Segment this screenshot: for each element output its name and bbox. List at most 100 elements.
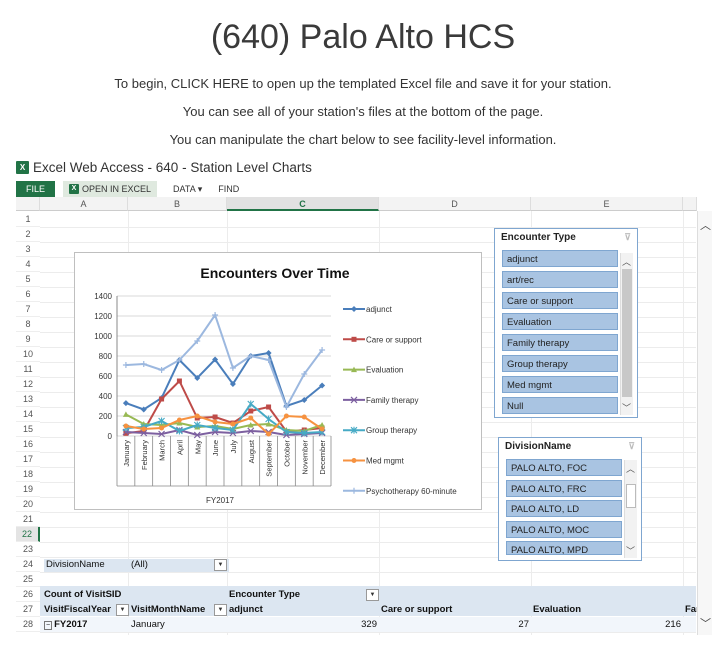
sheet-vertical-scrollbar[interactable]: ︿ ﹀ — [697, 211, 712, 635]
scroll-up-icon[interactable]: ︿ — [700, 220, 711, 232]
excel-icon: X — [16, 161, 29, 174]
row-header[interactable]: 6 — [16, 287, 40, 302]
division-slicer-scrollbar[interactable]: ︿ ﹀ — [624, 460, 637, 558]
intro-line-open-template[interactable]: To begin, CLICK HERE to open up the temp… — [114, 76, 612, 91]
column-header-b[interactable]: B — [128, 197, 227, 211]
pivot-col-family: Far — [685, 604, 697, 615]
row-header[interactable]: 19 — [16, 482, 40, 497]
scroll-down-icon[interactable]: ﹀ — [622, 403, 632, 413]
filter-dropdown-icon[interactable]: ▼ — [214, 559, 227, 571]
data-point — [194, 375, 201, 381]
scroll-up-icon[interactable]: ︿ — [622, 257, 632, 267]
row-header[interactable]: 17 — [16, 452, 40, 467]
slicer-item[interactable]: Null — [502, 397, 618, 414]
row-header[interactable]: 18 — [16, 467, 40, 482]
month-dropdown-icon[interactable]: ▼ — [214, 604, 227, 616]
row-header[interactable]: 25 — [16, 572, 40, 587]
row-header[interactable]: 16 — [16, 437, 40, 452]
row-header[interactable]: 1 — [16, 212, 40, 227]
scroll-down-icon[interactable]: ﹀ — [700, 618, 711, 630]
grid-line — [40, 227, 696, 228]
series-line-2[interactable] — [125, 413, 323, 433]
grid-line — [40, 527, 696, 528]
slicer-item[interactable]: Med mgmt — [502, 376, 618, 393]
scroll-thumb[interactable] — [626, 484, 636, 508]
row-header[interactable]: 13 — [16, 392, 40, 407]
row-header[interactable]: 15 — [16, 422, 40, 437]
row-header[interactable]: 12 — [16, 377, 40, 392]
fiscal-year-dropdown-icon[interactable]: ▼ — [116, 604, 129, 616]
clear-filter-icon[interactable]: ⊽ — [628, 441, 635, 451]
scroll-up-icon[interactable]: ︿ — [626, 464, 636, 474]
row-header[interactable]: 4 — [16, 257, 40, 272]
row-header[interactable]: 3 — [16, 242, 40, 257]
collapse-icon[interactable]: − — [44, 621, 53, 630]
x-tick-label: January — [122, 440, 131, 467]
legend-label: Family therapy — [366, 396, 418, 405]
row-header[interactable]: 20 — [16, 497, 40, 512]
open-in-excel-button[interactable]: X OPEN IN EXCEL — [63, 181, 158, 197]
row-header[interactable]: 7 — [16, 302, 40, 317]
y-tick-label: 400 — [99, 392, 113, 401]
slicer-item[interactable]: PALO ALTO, LD — [506, 500, 622, 517]
series-line-4[interactable] — [125, 402, 323, 435]
slicer-item[interactable]: Evaluation — [502, 313, 618, 330]
column-header-c[interactable]: C — [227, 197, 379, 211]
data-point — [140, 406, 147, 413]
find-button[interactable]: FIND — [218, 184, 240, 194]
clear-filter-icon[interactable]: ⊽ — [624, 232, 631, 242]
slicer-item[interactable]: PALO ALTO, MPD — [506, 541, 622, 555]
column-header-f[interactable] — [683, 197, 697, 211]
slicer-item[interactable]: PALO ALTO, MOC — [506, 520, 622, 538]
row-header[interactable]: 24 — [16, 557, 40, 572]
encounter-header-dropdown-icon[interactable]: ▼ — [366, 589, 379, 601]
row-header[interactable]: 9 — [16, 332, 40, 347]
slicer-item[interactable]: PALO ALTO, FRC — [506, 479, 622, 497]
slicer-item[interactable]: Family therapy — [502, 334, 618, 351]
row-header[interactable]: 5 — [16, 272, 40, 287]
slicer-item[interactable]: Group therapy — [502, 355, 618, 372]
grid-line — [40, 242, 696, 243]
file-menu-button[interactable]: FILE — [16, 181, 56, 197]
row-header[interactable]: 23 — [16, 542, 40, 557]
division-name-slicer[interactable]: DivisionName ⊽ PALO ALTO, FOC PALO ALTO, F… — [498, 437, 642, 561]
slicer-item[interactable]: adjunct — [502, 250, 618, 267]
row-header[interactable]: 10 — [16, 347, 40, 362]
grid-line — [40, 512, 696, 513]
slicer-item[interactable]: art/rec — [502, 271, 618, 288]
row-header[interactable]: 22 — [16, 527, 40, 542]
series-line-6[interactable] — [125, 312, 323, 410]
row-header[interactable]: 14 — [16, 407, 40, 422]
row-header[interactable]: 26 — [16, 587, 40, 602]
select-all-corner[interactable] — [16, 197, 40, 211]
slicer-item[interactable]: PALO ALTO, FOC — [506, 459, 622, 476]
scroll-down-icon[interactable]: ﹀ — [626, 546, 636, 556]
column-header-a[interactable]: A — [40, 197, 128, 211]
data-menu-button[interactable]: DATA ▾ — [173, 184, 202, 195]
y-tick-label: 1200 — [94, 312, 112, 321]
data-point — [319, 422, 326, 428]
data-point — [211, 424, 219, 432]
encounter-type-slicer[interactable]: Encounter Type ⊽ adjunct art/rec Care or su… — [494, 228, 638, 418]
row-header[interactable]: 27 — [16, 602, 40, 617]
pivot-row-year[interactable]: − FY2017 — [44, 619, 87, 630]
series-line-5[interactable] — [125, 414, 323, 436]
data-point — [265, 350, 272, 356]
row-header[interactable]: 21 — [16, 512, 40, 527]
data-point — [212, 419, 218, 425]
row-header[interactable]: 11 — [16, 362, 40, 377]
column-header-d[interactable]: D — [379, 197, 531, 211]
column-header-e[interactable]: E — [531, 197, 683, 211]
data-point — [141, 426, 147, 432]
series-line-0[interactable] — [125, 351, 323, 411]
slicer-item[interactable]: Care or support — [502, 292, 618, 309]
row-header[interactable]: 2 — [16, 227, 40, 242]
encounter-slicer-scrollbar[interactable]: ︿ ﹀ — [620, 253, 633, 415]
y-tick-label: 0 — [108, 432, 113, 441]
legend-label: Evaluation — [366, 366, 403, 375]
encounters-chart[interactable]: Encounters Over Time FY2017 0 200 400 600 80… — [74, 252, 482, 510]
pivot-fiscal-year-header: VisitFiscalYear — [44, 604, 111, 615]
scroll-thumb[interactable] — [622, 269, 632, 397]
row-header[interactable]: 28 — [16, 617, 40, 632]
row-header[interactable]: 8 — [16, 317, 40, 332]
